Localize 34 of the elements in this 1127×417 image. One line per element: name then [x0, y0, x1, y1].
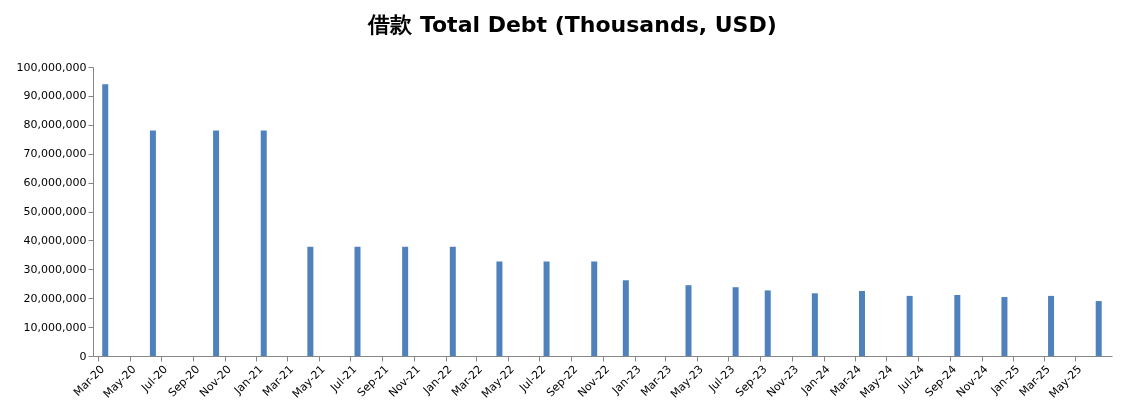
bar	[213, 130, 220, 356]
bar	[449, 246, 456, 356]
bar	[1048, 295, 1055, 356]
y-tick-label: 60,000,000	[23, 176, 87, 190]
bar	[1095, 301, 1102, 356]
y-tick-label: 30,000,000	[23, 262, 87, 276]
y-tick-label: 90,000,000	[23, 89, 87, 103]
y-tick-label: 10,000,000	[23, 320, 87, 334]
bar	[402, 246, 409, 356]
bar	[307, 246, 314, 356]
bar	[260, 130, 267, 356]
bar	[543, 261, 550, 356]
bar	[732, 287, 739, 356]
bar	[1001, 297, 1008, 356]
bar	[496, 261, 503, 356]
bar	[354, 246, 361, 356]
bar	[622, 280, 629, 356]
bar	[954, 295, 961, 356]
y-tick-label: 0	[79, 349, 87, 363]
bar	[149, 130, 156, 356]
bar	[859, 290, 865, 356]
bar	[591, 261, 598, 356]
y-tick-label: 50,000,000	[23, 205, 87, 218]
y-tick-label: 100,000,000	[16, 60, 87, 74]
y-tick-label: 70,000,000	[23, 147, 87, 161]
bar	[906, 295, 913, 356]
bar	[685, 285, 692, 356]
y-tick-label: 20,000,000	[23, 291, 87, 305]
bar	[811, 293, 818, 356]
bar	[764, 290, 771, 356]
chart-title: 借款 Total Debt (Thousands, USD)	[367, 12, 777, 37]
y-tick-label: 80,000,000	[23, 118, 87, 132]
y-tick-label: 40,000,000	[23, 233, 87, 247]
bar	[102, 84, 109, 356]
